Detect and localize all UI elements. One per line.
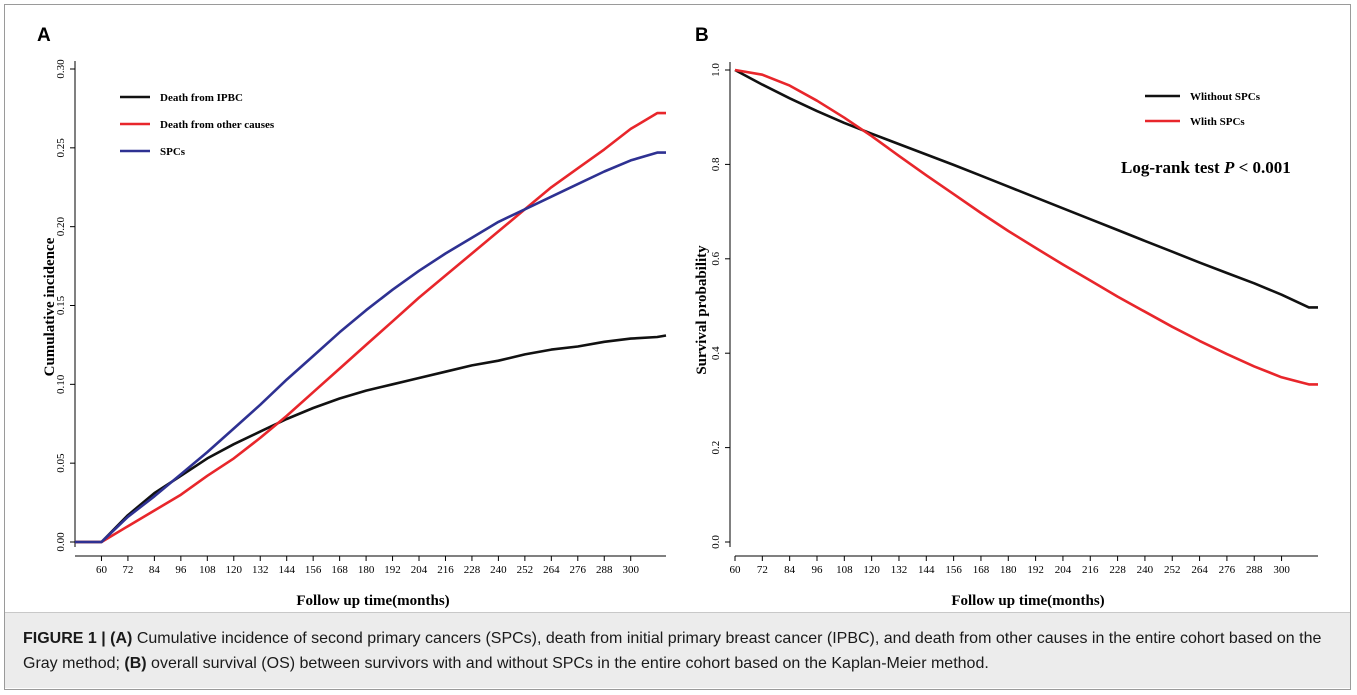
panel-b-x-tick-label: 300	[1273, 564, 1290, 576]
panel-b-xlabel: Follow up time(months)	[951, 593, 1104, 609]
panel-b: B 60 72 84 96 108 120 132 144 156 168 180 192 204 216…	[694, 25, 1318, 609]
panel-b-x-tick-label: 108	[836, 564, 853, 576]
panel-a-x-tick-label: 204	[411, 564, 428, 576]
panel-b-legend-label: Wlithout SPCs	[1190, 91, 1261, 103]
panel-b-plot: 60 72 84 96 108 120 132 144 156 168 180 192 204 216 22…	[710, 62, 1318, 576]
panel-a-y-tick-label: 0.30	[55, 59, 67, 79]
panel-a-xlabel: Follow up time(months)	[296, 593, 449, 609]
caption-a-text: Cumulative incidence of second primary c…	[23, 630, 1322, 672]
panel-b-series-line-2	[734, 68, 1318, 386]
panel-a-series-line-2	[75, 111, 666, 544]
panel-b-x-tick-label: 84	[784, 564, 796, 576]
figure-caption: FIGURE 1 | (A) Cumulative incidence of s…	[5, 612, 1350, 688]
panel-a-x-tick-label: 144	[278, 564, 295, 576]
figure-frame: A 60 72 84 96 108 120 132 144 156 168 180 192 204 216…	[4, 4, 1351, 690]
panel-b-x-tick-label: 156	[945, 564, 962, 576]
panel-a-x-tick-label: 276	[570, 564, 587, 576]
panel-a-x-tick-label: 252	[517, 564, 534, 576]
panel-b-x-tick-label: 96	[811, 564, 823, 576]
panel-letter-a: A	[37, 25, 51, 46]
panel-b-x-tick-label: 228	[1109, 564, 1126, 576]
panel-b-x-tick-label: 192	[1027, 564, 1044, 576]
panel-b-x-tick-label: 252	[1164, 564, 1181, 576]
panel-a-series-line-3	[75, 151, 666, 544]
panel-a-x-tick-label: 228	[464, 564, 481, 576]
panel-b-series-line-1	[734, 68, 1318, 309]
panel-b-x-tick-label: 168	[973, 564, 990, 576]
panel-a-x-tick-label: 72	[122, 564, 133, 576]
logrank-suffix: < 0.001	[1234, 158, 1290, 177]
panel-b-legend-label: Wlith SPCs	[1190, 116, 1245, 128]
panel-a-x-tick-label: 192	[384, 564, 401, 576]
panel-b-x-tick-label: 216	[1082, 564, 1099, 576]
panel-a-y-tick-label: 0.00	[55, 532, 67, 552]
panel-b-x-tick-label: 60	[730, 564, 742, 576]
panel-b-ylabel: Survival probability	[694, 245, 710, 375]
panel-b-x-tick-label: 144	[918, 564, 935, 576]
logrank-prefix: Log-rank test	[1121, 158, 1224, 177]
panel-a-y-tick-label: 0.10	[55, 374, 67, 394]
panel-a-x-tick-label: 240	[490, 564, 507, 576]
panel-b-x-tick-label: 120	[863, 564, 880, 576]
panel-b-y-tick-label: 0.4	[710, 346, 722, 360]
caption-label: FIGURE 1 |	[23, 630, 106, 647]
panel-b-y-tick-label: 0.2	[710, 441, 722, 455]
panel-a-x-tick-label: 108	[199, 564, 216, 576]
panel-a-y-tick-label: 0.20	[55, 217, 67, 237]
panel-b-y-tick-label: 1.0	[710, 63, 722, 77]
panel-a-x-tick-label: 84	[149, 564, 161, 576]
panel-a-series-line-1	[75, 334, 667, 544]
panel-b-x-tick-label: 276	[1219, 564, 1236, 576]
caption-b-text: overall survival (OS) between survivors …	[146, 655, 989, 672]
logrank-annotation: Log-rank test P < 0.001	[1121, 158, 1291, 177]
caption-a-tag: (A)	[110, 630, 133, 647]
panel-b-x-tick-label: 72	[757, 564, 768, 576]
panel-b-x-tick-label: 240	[1137, 564, 1154, 576]
panel-a-x-tick-label: 96	[175, 564, 187, 576]
panel-a-x-tick-label: 132	[252, 564, 269, 576]
panel-a-ylabel: Cumulative incidence	[42, 237, 58, 376]
panel-b-x-tick-label: 180	[1000, 564, 1017, 576]
panel-b-y-tick-label: 0.8	[710, 157, 722, 171]
panel-a-x-tick-label: 120	[226, 564, 243, 576]
panel-a-x-tick-label: 288	[596, 564, 613, 576]
panel-a-x-tick-label: 300	[622, 564, 639, 576]
logrank-p: P	[1223, 158, 1235, 177]
panel-a-x-tick-label: 216	[437, 564, 454, 576]
panel-a-legend-label: SPCs	[160, 146, 186, 158]
panel-a-x-tick-label: 264	[543, 564, 560, 576]
panel-b-x-tick-label: 204	[1055, 564, 1072, 576]
panel-a-legend-label: Death from other causes	[160, 119, 275, 131]
panel-b-y-tick-label: 0.0	[710, 535, 722, 549]
panel-a-y-tick-label: 0.25	[55, 138, 67, 158]
figure-svg: A 60 72 84 96 108 120 132 144 156 168 180 192 204 216…	[37, 25, 1318, 609]
panel-b-y-tick-label: 0.6	[710, 251, 722, 265]
panel-a-x-tick-label: 156	[305, 564, 322, 576]
panel-a-x-tick-label: 168	[331, 564, 348, 576]
panel-b-x-tick-label: 288	[1246, 564, 1263, 576]
panel-a-legend-label: Death from IPBC	[160, 92, 243, 104]
panel-b-x-tick-label: 132	[891, 564, 908, 576]
panel-letter-b: B	[695, 25, 709, 46]
panel-a-x-tick-label: 180	[358, 564, 375, 576]
panel-a-x-tick-label: 60	[96, 564, 108, 576]
caption-b-tag: (B)	[124, 655, 147, 672]
panel-a-y-tick-label: 0.05	[55, 453, 67, 473]
panel-a-y-tick-label: 0.15	[55, 295, 67, 315]
panel-a: A 60 72 84 96 108 120 132 144 156 168 180 192 204 216…	[37, 25, 667, 609]
panel-a-plot: 60 72 84 96 108 120 132 144 156 168 180 192 204 216 22…	[55, 59, 667, 576]
panel-b-x-tick-label: 264	[1191, 564, 1208, 576]
